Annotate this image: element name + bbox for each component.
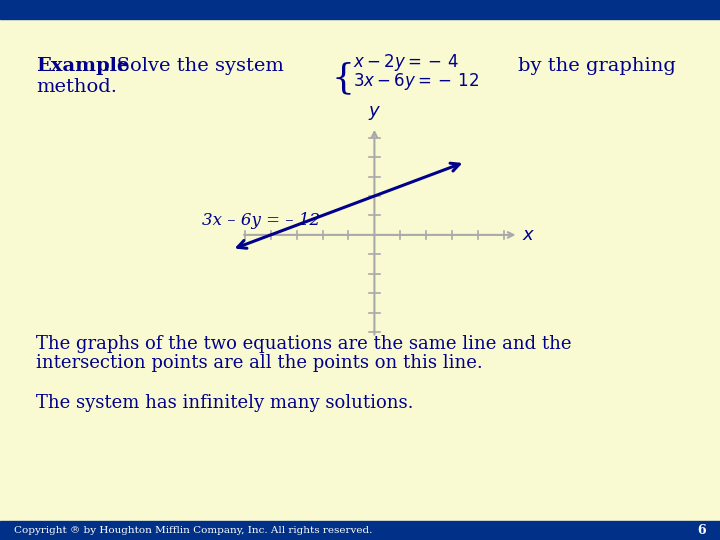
Text: $x - 2y = -\,4$: $x - 2y = -\,4$ bbox=[353, 52, 459, 73]
Text: {: { bbox=[331, 61, 354, 95]
Text: 3x – 6y = – 12: 3x – 6y = – 12 bbox=[202, 212, 320, 229]
Text: $x$: $x$ bbox=[522, 226, 535, 244]
Text: Example: Example bbox=[36, 57, 130, 75]
Text: The system has infinitely many solutions.: The system has infinitely many solutions… bbox=[36, 394, 413, 412]
Bar bbox=[0, 521, 720, 540]
Text: intersection points are all the points on this line.: intersection points are all the points o… bbox=[36, 354, 482, 372]
Text: method.: method. bbox=[36, 78, 117, 96]
Text: 6: 6 bbox=[697, 524, 706, 537]
Text: Copyright ® by Houghton Mifflin Company, Inc. All rights reserved.: Copyright ® by Houghton Mifflin Company,… bbox=[14, 526, 373, 535]
Text: by the graphing: by the graphing bbox=[518, 57, 676, 75]
Text: $y$: $y$ bbox=[368, 104, 381, 122]
Bar bbox=[0, 0, 720, 19]
Text: : Solve the system: : Solve the system bbox=[104, 57, 284, 75]
Text: The graphs of the two equations are the same line and the: The graphs of the two equations are the … bbox=[36, 335, 572, 353]
Text: $3x - 6y = -\,12$: $3x - 6y = -\,12$ bbox=[353, 71, 479, 92]
